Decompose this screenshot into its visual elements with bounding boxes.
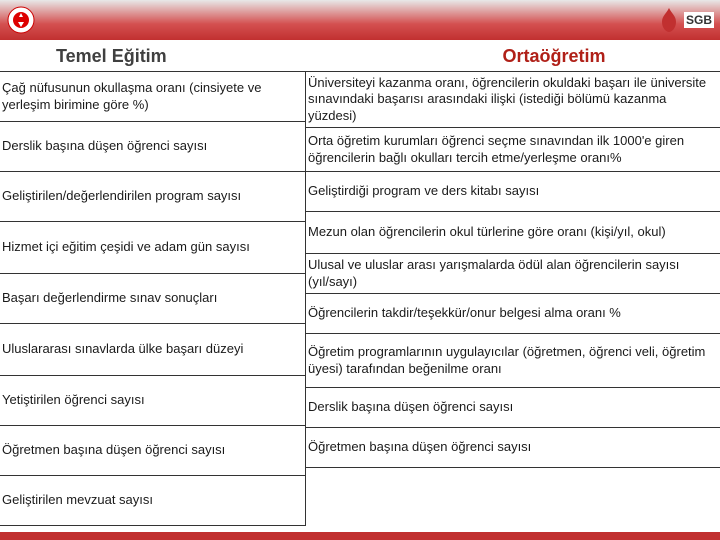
right-cell: Geliştirdiği program ve ders kitabı sayı… [306, 172, 720, 212]
left-cell: Başarı değerlendirme sınav sonuçları [0, 274, 305, 324]
right-cell: Ulusal ve uluslar arası yarışmalarda ödü… [306, 254, 720, 294]
meb-logo [6, 3, 36, 37]
left-cell: Çağ nüfusunun okullaşma oranı (cinsiyete… [0, 72, 305, 122]
column-titles: Temel Eğitim Ortaöğretim [0, 40, 720, 71]
right-cell: Mezun olan öğrencilerin okul türlerine g… [306, 212, 720, 254]
comparison-table: Çağ nüfusunun okullaşma oranı (cinsiyete… [0, 71, 720, 526]
left-cell: Hizmet içi eğitim çeşidi ve adam gün say… [0, 222, 305, 274]
title-left: Temel Eğitim [0, 46, 388, 67]
right-cell: Üniversiteyi kazanma oranı, öğrencilerin… [306, 72, 720, 128]
right-column: Üniversiteyi kazanma oranı, öğrencilerin… [306, 72, 720, 526]
footer-accent [0, 532, 720, 540]
header-bar: SGB [0, 0, 720, 40]
left-column: Çağ nüfusunun okullaşma oranı (cinsiyete… [0, 72, 306, 526]
right-cell: Öğrencilerin takdir/teşekkür/onur belges… [306, 294, 720, 334]
title-right: Ortaöğretim [388, 46, 720, 67]
left-cell: Yetiştirilen öğrenci sayısı [0, 376, 305, 426]
left-cell: Öğretmen başına düşen öğrenci sayısı [0, 426, 305, 476]
sgb-text: SGB [684, 12, 714, 28]
right-cell: Derslik başına düşen öğrenci sayısı [306, 388, 720, 428]
right-cell: Öğretmen başına düşen öğrenci sayısı [306, 428, 720, 468]
sgb-logo: SGB [656, 3, 714, 37]
left-cell: Derslik başına düşen öğrenci sayısı [0, 122, 305, 172]
meb-emblem-icon [6, 5, 36, 35]
right-cell: Orta öğretim kurumları öğrenci seçme sın… [306, 128, 720, 172]
left-cell: Geliştirilen/değerlendirilen program say… [0, 172, 305, 222]
flame-icon [656, 6, 682, 34]
left-cell: Uluslararası sınavlarda ülke başarı düze… [0, 324, 305, 376]
left-cell: Geliştirilen mevzuat sayısı [0, 476, 305, 526]
right-cell: Öğretim programlarının uygulayıcılar (öğ… [306, 334, 720, 388]
